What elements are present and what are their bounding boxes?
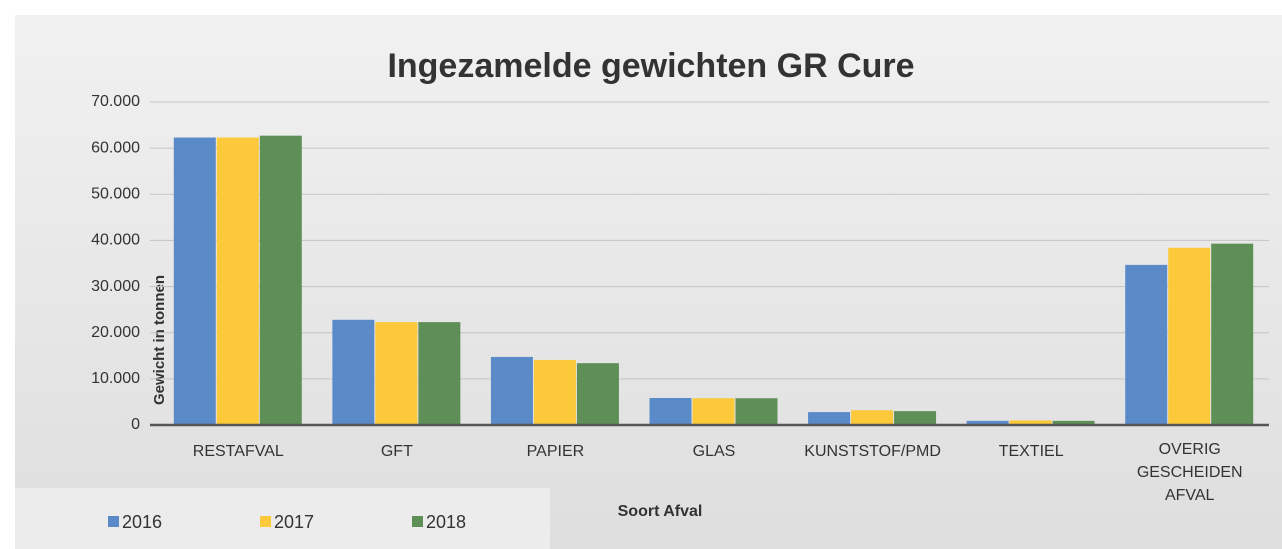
x-tick-label: RESTAFVAL <box>193 443 284 460</box>
chart-title: Ingezamelde gewichten GR Cure <box>387 47 914 85</box>
x-tick-label: GLAS <box>693 443 736 460</box>
legend-label: 2018 <box>426 512 466 532</box>
x-tick-label: OVERIG GESCHEIDEN AFVAL <box>1137 441 1243 504</box>
y-tick-label: 50.000 <box>91 186 140 203</box>
bar <box>966 420 1009 425</box>
x-tick-label: GFT <box>381 443 413 460</box>
bar <box>894 411 937 425</box>
y-tick-label: 20.000 <box>91 324 140 341</box>
legend-swatch <box>108 516 119 527</box>
y-tick-label: 40.000 <box>91 232 140 249</box>
x-axis-title: Soort Afval <box>618 503 703 520</box>
bar <box>735 398 778 425</box>
bar <box>692 398 735 425</box>
y-tick-label: 30.000 <box>91 278 140 295</box>
bar <box>576 363 619 425</box>
bar <box>1168 247 1211 425</box>
bar <box>533 359 576 425</box>
bar <box>332 319 375 425</box>
bar <box>1009 420 1052 425</box>
bar <box>1052 420 1095 425</box>
y-tick-label: 70.000 <box>91 93 140 110</box>
x-tick-label: PAPIER <box>527 443 585 460</box>
bar <box>490 356 533 425</box>
bar <box>808 412 851 425</box>
bar <box>375 322 418 425</box>
bar <box>851 410 894 425</box>
bar <box>173 137 216 425</box>
legend-label: 2017 <box>274 512 314 532</box>
legend-swatch <box>260 516 271 527</box>
legend-label: 2016 <box>122 512 162 532</box>
x-tick-label: TEXTIEL <box>999 443 1064 460</box>
y-tick-label: 0 <box>131 416 140 433</box>
bar <box>1125 264 1168 425</box>
bar <box>418 322 461 425</box>
y-tick-label: 10.000 <box>91 370 140 387</box>
y-tick-label: 60.000 <box>91 139 140 156</box>
bar <box>216 137 259 425</box>
y-axis-title: Gewicht in tonnen <box>151 275 168 405</box>
legend-swatch <box>412 516 423 527</box>
bar <box>259 135 302 426</box>
bar <box>649 398 692 425</box>
x-tick-label: KUNSTSTOF/PMD <box>804 443 941 460</box>
legend-box <box>15 488 550 549</box>
bar <box>1211 243 1254 425</box>
